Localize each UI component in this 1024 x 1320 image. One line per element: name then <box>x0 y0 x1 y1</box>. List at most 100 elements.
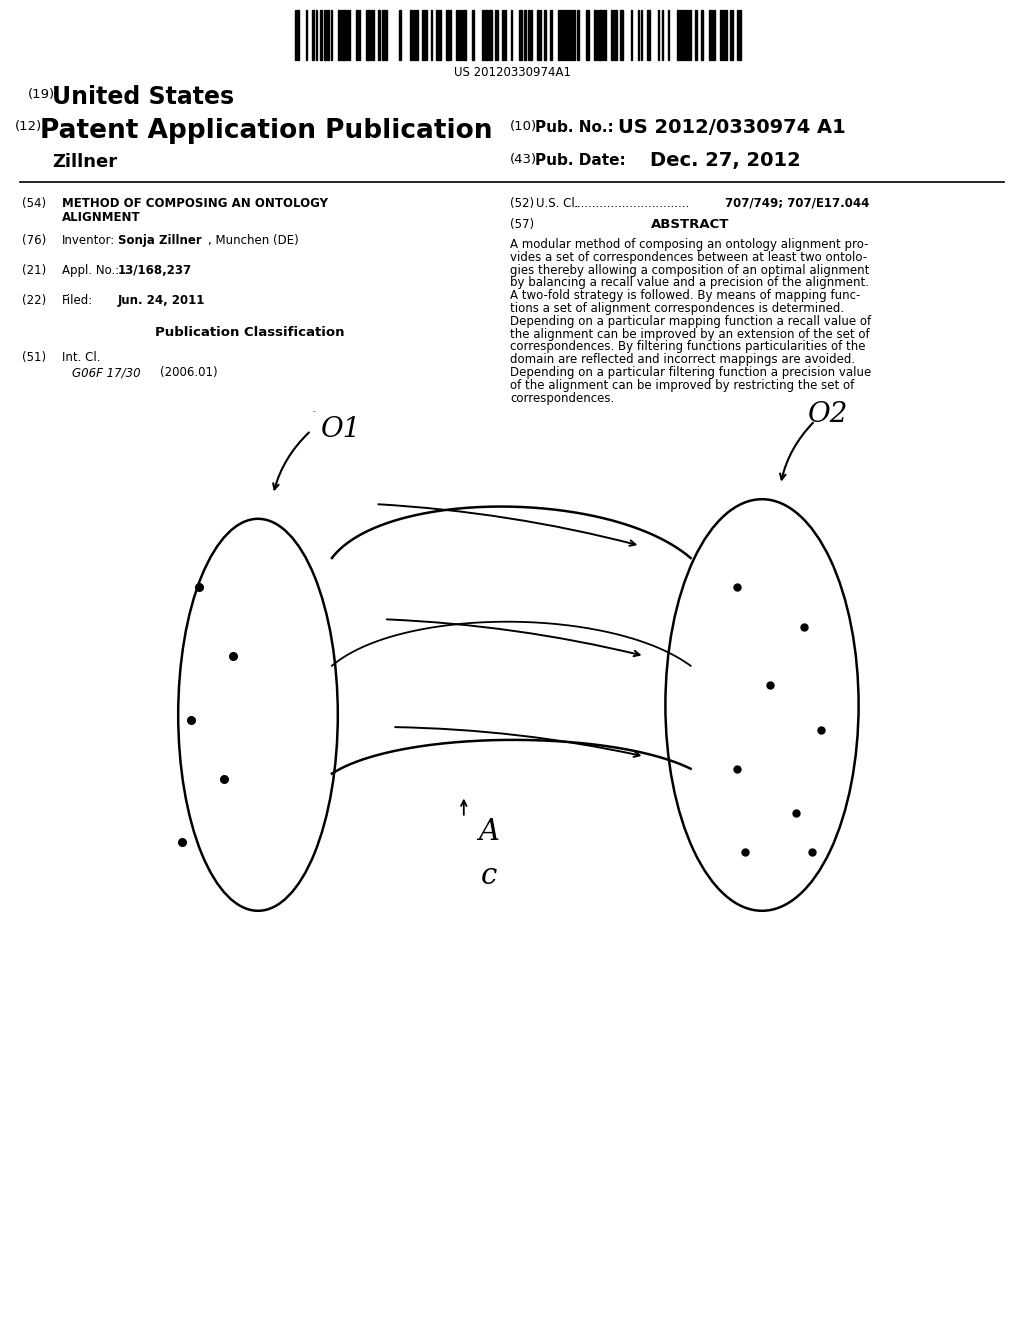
Bar <box>544 11 546 59</box>
Text: Zillner: Zillner <box>52 153 117 172</box>
Bar <box>577 11 579 59</box>
Text: ABSTRACT: ABSTRACT <box>651 218 729 231</box>
Text: Filed:: Filed: <box>62 294 93 308</box>
Text: Publication Classification: Publication Classification <box>156 326 345 339</box>
Text: Pub. Date:: Pub. Date: <box>535 153 626 168</box>
Bar <box>366 11 369 59</box>
Text: A two-fold strategy is followed. By means of mapping func-: A two-fold strategy is followed. By mean… <box>510 289 860 302</box>
Bar <box>586 11 589 59</box>
Bar <box>530 11 532 59</box>
Bar <box>324 11 326 59</box>
Text: , Munchen (DE): , Munchen (DE) <box>208 234 299 247</box>
Bar <box>720 11 722 59</box>
Text: (2006.01): (2006.01) <box>160 366 218 379</box>
Bar <box>382 11 385 59</box>
Bar <box>312 11 314 59</box>
Bar <box>537 11 539 59</box>
Bar <box>319 11 322 59</box>
Bar <box>463 11 466 59</box>
Text: c: c <box>481 862 498 890</box>
Text: US 2012/0330974 A1: US 2012/0330974 A1 <box>618 117 846 137</box>
Bar <box>573 11 575 59</box>
Text: Pub. No.:: Pub. No.: <box>535 120 613 135</box>
Text: United States: United States <box>52 84 234 110</box>
Bar <box>342 11 345 59</box>
Text: Patent Application Publication: Patent Application Publication <box>40 117 493 144</box>
Bar <box>570 11 572 59</box>
Text: (57): (57) <box>510 218 535 231</box>
Bar <box>683 11 685 59</box>
Bar <box>647 11 650 59</box>
Bar <box>338 11 341 59</box>
Bar <box>436 11 439 59</box>
Bar <box>327 11 329 59</box>
Text: 707/749; 707/E17.044: 707/749; 707/E17.044 <box>725 197 869 210</box>
Text: Depending on a particular filtering function a precision value: Depending on a particular filtering func… <box>510 366 871 379</box>
Text: Jun. 24, 2011: Jun. 24, 2011 <box>118 294 206 308</box>
Text: US 20120330974A1: US 20120330974A1 <box>454 66 570 79</box>
Bar <box>297 11 299 59</box>
Bar <box>611 11 613 59</box>
Bar <box>346 11 348 59</box>
Text: (19): (19) <box>28 88 55 102</box>
Bar <box>550 11 552 59</box>
Bar <box>689 11 691 59</box>
Bar <box>564 11 566 59</box>
Text: G06F 17/30: G06F 17/30 <box>72 366 140 379</box>
Text: (52): (52) <box>510 197 535 210</box>
Text: correspondences. By filtering functions particularities of the: correspondences. By filtering functions … <box>510 341 865 354</box>
Text: gies thereby allowing a composition of an optimal alignment: gies thereby allowing a composition of a… <box>510 264 869 277</box>
Text: vides a set of correspondences between at least two ontolo-: vides a set of correspondences between a… <box>510 251 867 264</box>
Text: O2: O2 <box>808 401 849 428</box>
Text: by balancing a recall value and a precision of the alignment.: by balancing a recall value and a precis… <box>510 276 869 289</box>
Text: (10): (10) <box>510 120 538 133</box>
Bar <box>356 11 358 59</box>
Bar <box>614 11 617 59</box>
Bar <box>446 11 449 59</box>
Text: METHOD OF COMPOSING AN ONTOLOGY: METHOD OF COMPOSING AN ONTOLOGY <box>62 197 328 210</box>
Bar <box>399 11 401 59</box>
Text: (12): (12) <box>15 120 42 133</box>
Text: the alignment can be improved by an extension of the set of: the alignment can be improved by an exte… <box>510 327 869 341</box>
Text: U.S. Cl.: U.S. Cl. <box>536 197 579 210</box>
Bar <box>594 11 596 59</box>
Text: A modular method of composing an ontology alignment pro-: A modular method of composing an ontolog… <box>510 238 868 251</box>
Bar <box>482 11 484 59</box>
Bar <box>502 11 504 59</box>
Bar <box>370 11 372 59</box>
Bar <box>485 11 488 59</box>
Bar <box>558 11 560 59</box>
Text: (43): (43) <box>510 153 538 166</box>
Text: (54): (54) <box>22 197 46 210</box>
Bar <box>378 11 380 59</box>
Text: Inventor:: Inventor: <box>62 234 116 247</box>
Text: of the alignment can be improved by restricting the set of: of the alignment can be improved by rest… <box>510 379 854 392</box>
Bar <box>695 11 697 59</box>
Text: O1: O1 <box>321 416 361 444</box>
Text: A: A <box>478 817 500 846</box>
Text: Appl. No.:: Appl. No.: <box>62 264 119 277</box>
Bar <box>422 11 425 59</box>
Text: ...............................: ............................... <box>574 197 690 210</box>
Bar <box>410 11 412 59</box>
Bar <box>458 11 460 59</box>
Text: 13/168,237: 13/168,237 <box>118 264 193 277</box>
Bar <box>680 11 682 59</box>
Bar <box>567 11 569 59</box>
Bar <box>413 11 415 59</box>
Bar <box>561 11 563 59</box>
Bar <box>677 11 679 59</box>
Bar <box>416 11 418 59</box>
Text: Int. Cl.: Int. Cl. <box>62 351 100 364</box>
Bar <box>686 11 688 59</box>
Bar <box>739 11 741 59</box>
Bar <box>472 11 474 59</box>
Text: Dec. 27, 2012: Dec. 27, 2012 <box>650 150 801 170</box>
Text: correspondences.: correspondences. <box>510 392 614 405</box>
Text: domain are reflected and incorrect mappings are avoided.: domain are reflected and incorrect mappi… <box>510 354 855 366</box>
Bar <box>519 11 522 59</box>
Bar <box>723 11 725 59</box>
Text: tions a set of alignment correspondences is determined.: tions a set of alignment correspondences… <box>510 302 844 315</box>
Bar <box>489 11 492 59</box>
Text: (51): (51) <box>22 351 46 364</box>
